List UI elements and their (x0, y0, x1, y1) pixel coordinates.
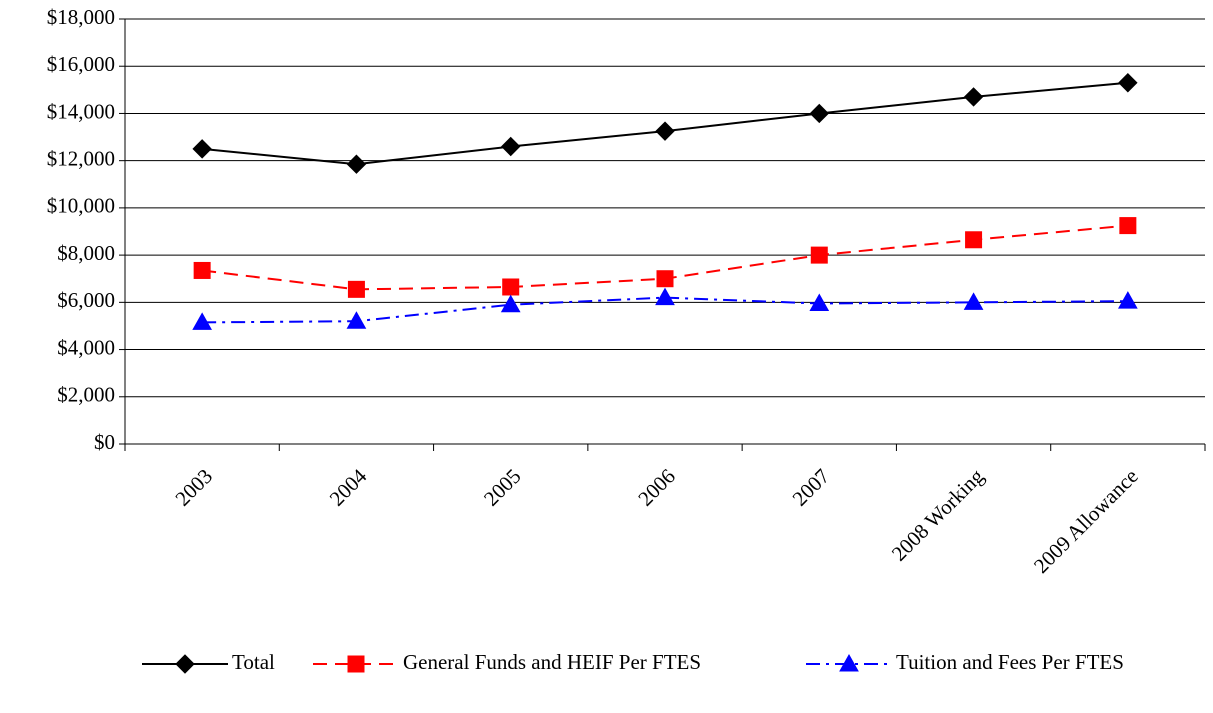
legend-label: General Funds and HEIF Per FTES (403, 650, 701, 674)
marker (1118, 291, 1138, 309)
marker (193, 261, 211, 279)
marker (346, 311, 367, 329)
x-tick-label: 2004 (325, 464, 372, 511)
y-tick-label: $10,000 (47, 194, 115, 218)
marker (839, 653, 859, 672)
x-tick-label: 2008 Working (887, 464, 989, 566)
marker (656, 270, 674, 288)
x-tick-label: 2007 (788, 464, 835, 511)
y-tick-label: $16,000 (47, 52, 115, 76)
marker (655, 287, 675, 306)
marker (347, 655, 365, 673)
marker (500, 294, 521, 313)
marker (809, 293, 830, 312)
legend-label: Total (232, 650, 275, 674)
y-tick-label: $18,000 (47, 5, 115, 29)
y-tick-label: $0 (94, 430, 115, 454)
marker (192, 312, 212, 330)
legend-label: Tuition and Fees Per FTES (896, 650, 1124, 674)
y-tick-label: $6,000 (57, 288, 115, 312)
marker (175, 654, 195, 674)
marker (810, 246, 828, 264)
y-tick-label: $2,000 (57, 383, 115, 407)
y-tick-label: $4,000 (57, 335, 115, 359)
x-tick-label: 2003 (170, 464, 217, 511)
marker (963, 87, 984, 107)
marker (1119, 217, 1137, 235)
x-tick-label: 2009 Allowance (1029, 464, 1143, 578)
marker (347, 280, 365, 298)
marker (502, 278, 520, 296)
y-tick-label: $14,000 (47, 99, 115, 123)
marker (809, 103, 829, 124)
y-tick-label: $12,000 (47, 146, 115, 170)
x-tick-label: 2006 (633, 464, 680, 511)
marker (1118, 73, 1138, 93)
marker (963, 292, 984, 310)
marker (346, 154, 367, 174)
marker (501, 136, 521, 157)
marker (965, 231, 983, 249)
marker (192, 139, 212, 159)
x-tick-label: 2005 (479, 464, 526, 511)
marker (655, 121, 675, 141)
y-tick-label: $8,000 (57, 241, 115, 265)
